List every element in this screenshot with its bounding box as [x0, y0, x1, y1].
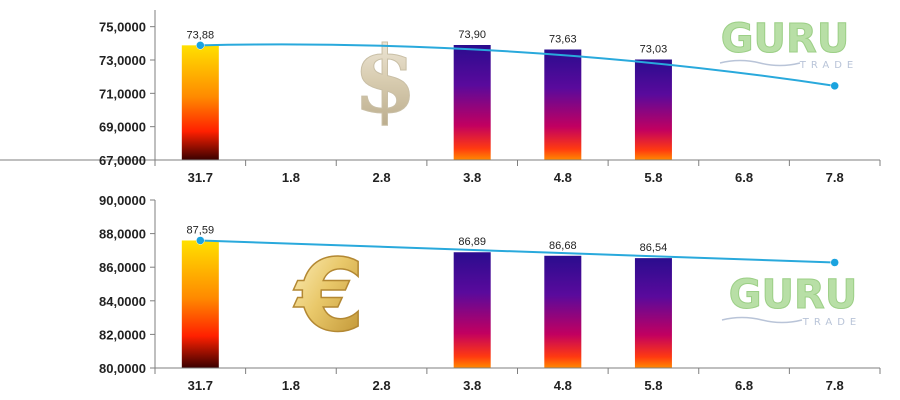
data-label: 86,89	[458, 236, 486, 248]
x-tick-label: 7.8	[826, 378, 844, 393]
trend-line	[200, 239, 835, 264]
eur-chart-panel: € GURU TRADE 87,59 86,89 86,68 86,54 80,000…	[99, 193, 881, 393]
data-label: 73,03	[640, 44, 668, 56]
y-tick-label: 71,0000	[99, 86, 146, 101]
y-tick-label: 90,0000	[99, 193, 146, 208]
logo-wave-icon	[719, 59, 801, 67]
y-tick-label: 82,0000	[99, 327, 146, 342]
x-tick-label: 3.8	[463, 170, 481, 185]
logo-main-text: GURU	[729, 272, 858, 318]
y-tick-label: 88,0000	[99, 227, 146, 242]
x-tick-label: 4.8	[554, 170, 572, 185]
logo-wave-icon	[721, 316, 803, 324]
y-tick-label: 86,0000	[99, 260, 146, 275]
x-tick-label: 31.7	[188, 378, 213, 393]
logo-main-text: GURU	[721, 16, 850, 62]
y-tick-label: 75,0000	[99, 20, 146, 35]
x-tick-label: 7.8	[826, 170, 844, 185]
trend-point	[830, 81, 839, 91]
trend-line	[200, 43, 835, 87]
x-tick-label: 2.8	[373, 170, 391, 185]
x-tick-label: 3.8	[463, 378, 481, 393]
x-tick-label: 1.8	[282, 378, 300, 393]
x-tick-label: 1.8	[282, 170, 300, 185]
dollar-sign-icon: $	[353, 26, 417, 134]
y-tick-label: 69,0000	[99, 120, 146, 135]
y-tick-label: 73,0000	[99, 53, 146, 68]
eur-bar-3.8	[453, 252, 491, 368]
y-tick-label: 67,0000	[99, 153, 146, 168]
y-tick-label: 84,0000	[99, 294, 146, 309]
logo-sub-text: TRADE	[802, 317, 862, 328]
x-tick-label: 2.8	[373, 378, 391, 393]
x-tick-label: 6.8	[735, 170, 753, 185]
guru-trade-logo-top: GURU TRADE	[719, 16, 859, 71]
data-label: 73,63	[549, 34, 577, 46]
usd-bar-3.8	[453, 45, 491, 160]
trend-point	[830, 258, 839, 267]
x-tick-label: 5.8	[644, 170, 662, 185]
data-label: 87,59	[187, 224, 215, 236]
x-tick-label: 4.8	[554, 378, 572, 393]
data-label: 73,90	[458, 29, 486, 41]
data-label: 73,88	[187, 29, 215, 41]
x-tick-label: 31.7	[188, 170, 213, 185]
eur-bar-5.8	[634, 258, 672, 368]
trend-point	[196, 41, 205, 50]
guru-trade-logo-bottom: GURU TRADE	[721, 272, 862, 328]
usd-bar-5.8	[634, 59, 672, 160]
data-label: 86,68	[549, 240, 577, 252]
euro-sign-icon: €	[293, 237, 365, 354]
usd-bar-31.7	[181, 45, 219, 161]
eur-bar-31.7	[181, 240, 219, 368]
data-label: 86,54	[640, 242, 668, 254]
x-tick-label: 6.8	[735, 378, 753, 393]
y-tick-label: 80,0000	[99, 361, 146, 376]
eur-bar-4.8	[544, 255, 582, 368]
logo-sub-text: TRADE	[799, 60, 859, 71]
trend-point	[196, 236, 205, 245]
usd-bar-4.8	[544, 49, 582, 160]
x-tick-label: 5.8	[644, 378, 662, 393]
usd-chart-panel: $ GURU TRADE 73,88 73,90 73,63 73,03 67,000…	[0, 10, 881, 185]
